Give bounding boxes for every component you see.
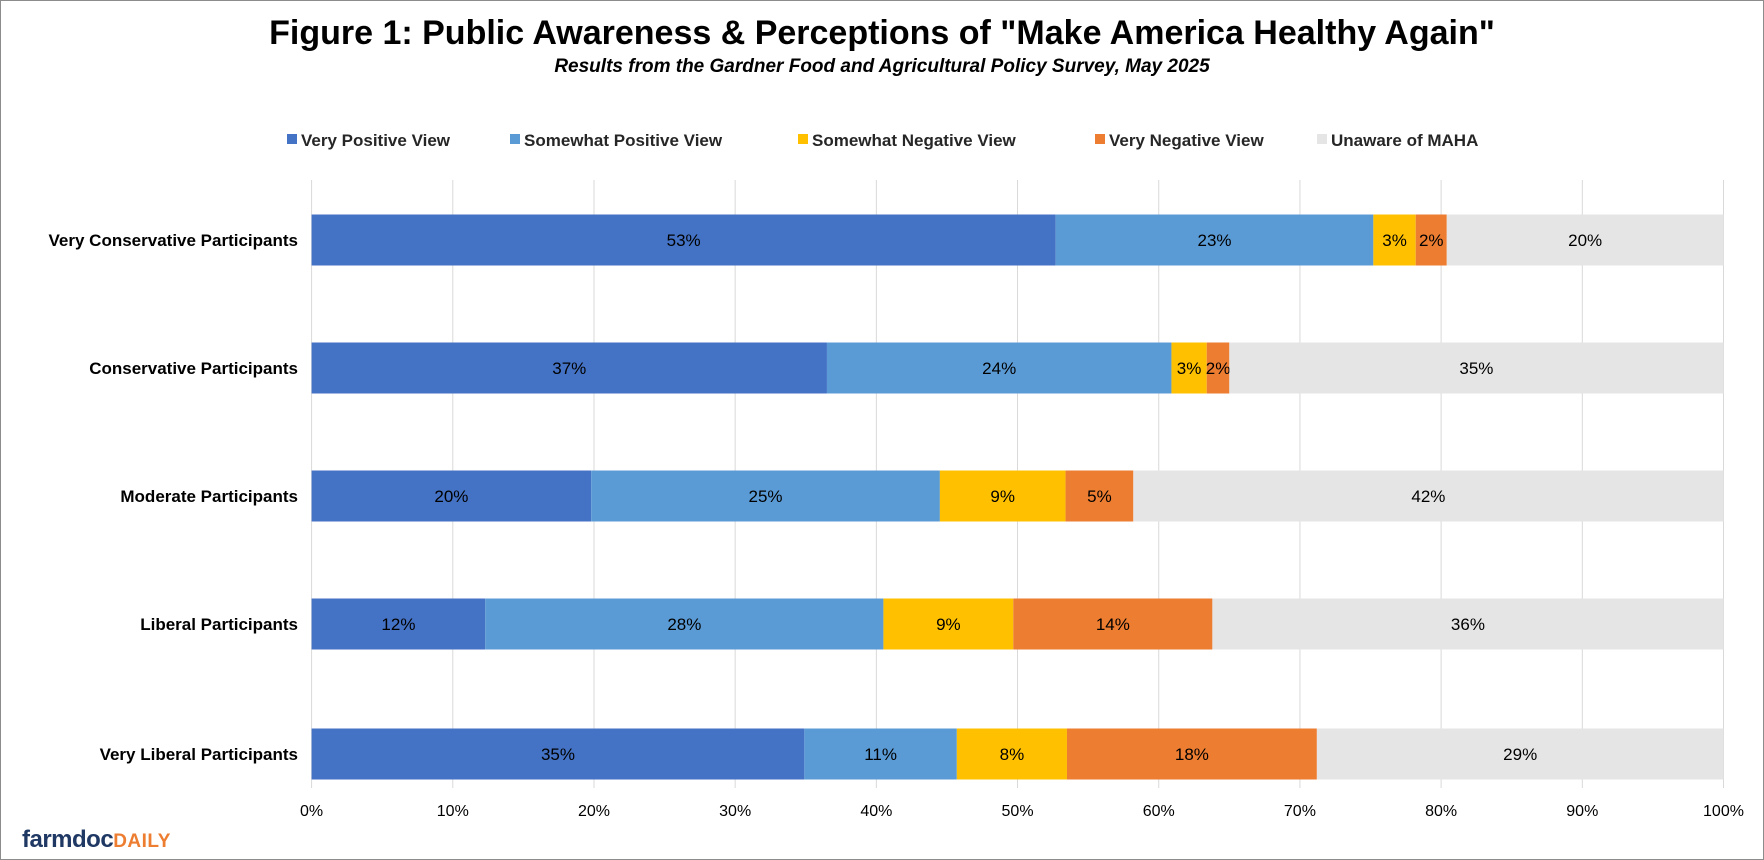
legend-label: Somewhat Negative View: [812, 131, 1017, 150]
x-tick-label: 10%: [437, 803, 469, 820]
x-tick-label: 20%: [578, 803, 610, 820]
data-label: 3%: [1382, 231, 1407, 250]
bar-segment: [311, 214, 1056, 266]
bar-segment: [591, 470, 940, 522]
legend-label: Very Positive View: [301, 131, 451, 150]
data-label: 23%: [1197, 231, 1231, 250]
data-label: 35%: [541, 745, 575, 764]
data-label: 53%: [667, 231, 701, 250]
legend-swatch: [287, 134, 297, 144]
data-label: 5%: [1087, 487, 1112, 506]
bar-segment: [1013, 598, 1213, 650]
data-label: 37%: [552, 359, 586, 378]
data-label: 20%: [434, 487, 468, 506]
bar-segment: [1065, 470, 1134, 522]
data-label: 42%: [1411, 487, 1445, 506]
data-label: 9%: [936, 615, 961, 634]
data-label: 3%: [1177, 359, 1202, 378]
x-tick-label: 50%: [1002, 803, 1034, 820]
legend-swatch: [1317, 134, 1327, 144]
bar-segment: [1133, 470, 1724, 522]
bar-segment: [1206, 342, 1230, 394]
legend-label: Very Negative View: [1109, 131, 1264, 150]
data-label: 29%: [1503, 745, 1537, 764]
x-tick-label: 70%: [1284, 803, 1316, 820]
bar-segment: [826, 342, 1172, 394]
x-tick-label: 60%: [1143, 803, 1175, 820]
x-tick-label: 100%: [1703, 803, 1744, 820]
data-label: 12%: [381, 615, 415, 634]
x-tick-label: 30%: [719, 803, 751, 820]
bar-segment: [1055, 214, 1374, 266]
data-label: 35%: [1459, 359, 1493, 378]
bar-segment: [939, 470, 1066, 522]
data-label: 28%: [667, 615, 701, 634]
chart-subtitle: Results from the Gardner Food and Agricu…: [554, 56, 1210, 77]
bar-segment: [485, 598, 884, 650]
data-label: 8%: [1000, 745, 1025, 764]
legend-label: Unaware of MAHA: [1331, 131, 1478, 150]
data-label: 24%: [982, 359, 1016, 378]
bar-segment: [311, 470, 592, 522]
x-tick-label: 80%: [1425, 803, 1457, 820]
data-label: 25%: [749, 487, 783, 506]
bar-segment: [1212, 598, 1724, 650]
bar-segment: [1229, 342, 1724, 394]
category-label: Moderate Participants: [120, 487, 298, 506]
data-label: 2%: [1419, 231, 1444, 250]
bar-segment: [804, 728, 957, 780]
x-tick-label: 90%: [1566, 803, 1598, 820]
bar-segment: [1373, 214, 1416, 266]
logo-part2: DAILY: [113, 831, 171, 852]
bar-segment: [311, 342, 827, 394]
data-label: 2%: [1206, 359, 1231, 378]
farmdoc-daily-logo: farmdocDAILY: [22, 826, 171, 854]
data-label: 20%: [1568, 231, 1602, 250]
bar-segment: [1446, 214, 1724, 266]
data-label: 14%: [1096, 615, 1130, 634]
chart-title: Figure 1: Public Awareness & Perceptions…: [269, 14, 1495, 52]
x-tick-label: 0%: [300, 803, 323, 820]
data-label: 36%: [1451, 615, 1485, 634]
bar-segment: [956, 728, 1067, 780]
data-label: 9%: [990, 487, 1015, 506]
data-label: 11%: [864, 745, 897, 764]
legend-swatch: [798, 134, 808, 144]
category-label: Very Conservative Participants: [49, 231, 298, 250]
bar-segment: [1316, 728, 1724, 780]
bar-segment: [883, 598, 1014, 650]
bar-segment: [311, 728, 805, 780]
legend-swatch: [1095, 134, 1105, 144]
legend-swatch: [510, 134, 520, 144]
bar-segment: [1415, 214, 1447, 266]
legend-label: Somewhat Positive View: [524, 131, 723, 150]
data-label: 18%: [1175, 745, 1209, 764]
bar-segment: [1171, 342, 1207, 394]
category-label: Very Liberal Participants: [100, 745, 298, 764]
bar-segment: [311, 598, 486, 650]
category-label: Liberal Participants: [140, 615, 298, 634]
bar-segment: [1066, 728, 1317, 780]
x-tick-label: 40%: [860, 803, 892, 820]
logo-part1: farmdoc: [22, 826, 114, 853]
category-label: Conservative Participants: [89, 359, 298, 378]
